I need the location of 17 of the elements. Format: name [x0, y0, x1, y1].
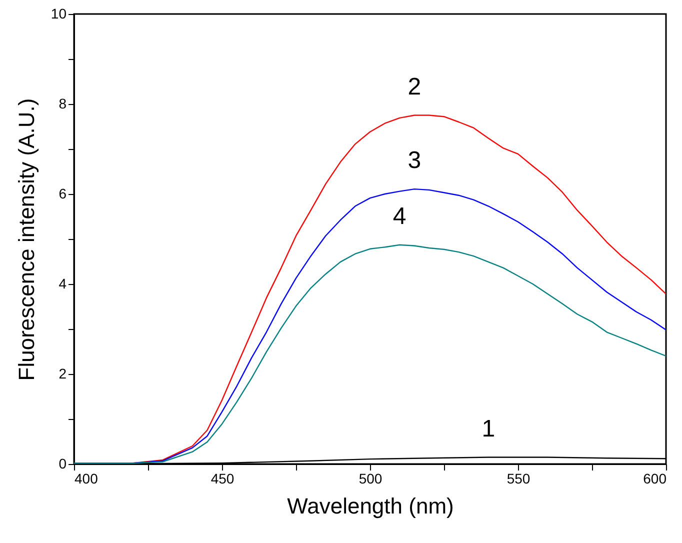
x-tick-label: 550 — [506, 470, 530, 486]
y-axis-title: Fluorescence intensity (A.U.) — [14, 98, 39, 381]
series-label: 4 — [392, 202, 406, 230]
x-tick-label: 450 — [210, 470, 234, 486]
x-tick-label: 600 — [643, 470, 667, 486]
x-tick-label: 500 — [358, 470, 382, 486]
x-axis-title: Wavelength (nm) — [287, 494, 454, 518]
y-tick-label: 2 — [58, 366, 67, 382]
y-tick-label: 0 — [58, 456, 67, 472]
series-label: 1 — [482, 415, 496, 442]
y-tick-label: 10 — [50, 6, 67, 22]
series-label: 3 — [408, 147, 422, 174]
y-tick-label: 6 — [58, 186, 67, 202]
y-tick-label: 8 — [58, 96, 67, 112]
series-label: 2 — [408, 73, 422, 100]
y-tick-label: 4 — [58, 276, 67, 292]
x-tick-label: 400 — [74, 470, 98, 486]
